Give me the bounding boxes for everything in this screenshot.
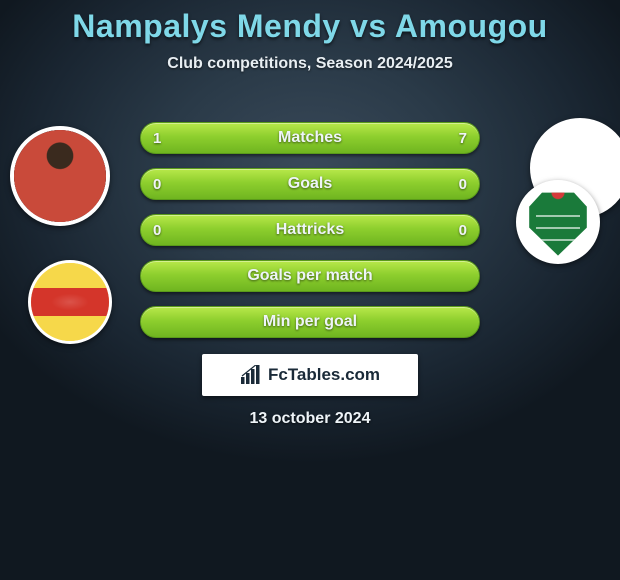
stat-label: Goals per match (247, 267, 372, 285)
stat-label: Goals (288, 175, 332, 193)
stat-left-value: 0 (141, 169, 173, 199)
stat-row: 0 Goals 0 (140, 168, 480, 200)
player-left-avatar (10, 126, 110, 226)
stat-right-value: 0 (447, 169, 479, 199)
brand-pill: FcTables.com (202, 354, 418, 396)
stat-bars: 1 Matches 7 0 Goals 0 0 Hattricks 0 Goal… (140, 122, 480, 352)
bar-chart-icon (240, 365, 262, 385)
stat-label: Matches (278, 129, 342, 147)
comparison-card: Nampalys Mendy vs Amougou Club competiti… (0, 0, 620, 580)
club-right-badge (516, 180, 600, 264)
stat-left-value (141, 307, 165, 337)
page-title: Nampalys Mendy vs Amougou (0, 8, 620, 45)
stat-row: Goals per match (140, 260, 480, 292)
stat-right-value (455, 261, 479, 291)
brand-text: FcTables.com (268, 365, 380, 385)
club-left-badge (28, 260, 112, 344)
player-left-photo (14, 130, 106, 222)
stat-left-value: 0 (141, 215, 173, 245)
stat-right-value (455, 307, 479, 337)
stat-row: 0 Hattricks 0 (140, 214, 480, 246)
stat-row: Min per goal (140, 306, 480, 338)
page-subtitle: Club competitions, Season 2024/2025 (0, 55, 620, 73)
asse-badge-icon (526, 187, 590, 257)
date-label: 13 october 2024 (0, 410, 620, 428)
stat-right-value: 0 (447, 215, 479, 245)
stat-left-value (141, 261, 165, 291)
stat-row: 1 Matches 7 (140, 122, 480, 154)
stat-left-value: 1 (141, 123, 173, 153)
stat-right-value: 7 (447, 123, 479, 153)
stat-label: Hattricks (276, 221, 344, 239)
stat-label: Min per goal (263, 313, 357, 331)
lens-badge-icon (31, 263, 109, 341)
